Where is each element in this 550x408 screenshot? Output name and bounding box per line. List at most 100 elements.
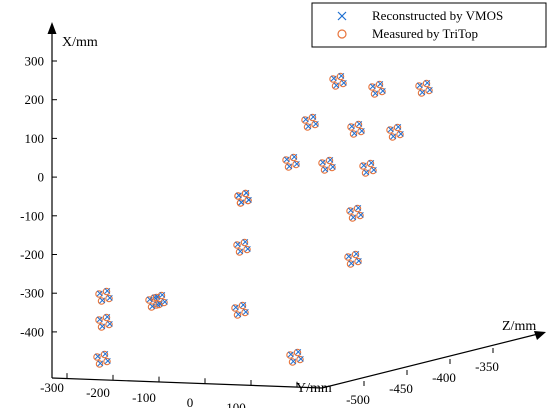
- reconstructed-point: [340, 79, 347, 86]
- reconstructed-point: [146, 296, 153, 303]
- reconstructed-point: [353, 250, 360, 257]
- reconstructed-point: [156, 300, 163, 307]
- z-axis-line: [321, 333, 539, 389]
- y-tick-label: -100: [132, 390, 156, 405]
- reconstructed-point: [416, 82, 423, 89]
- measured-point: [354, 257, 362, 266]
- x-tick-label: 0: [38, 170, 45, 185]
- reconstructed-point: [235, 192, 242, 199]
- measured-point: [293, 348, 302, 357]
- reconstructed-point: [330, 75, 337, 82]
- reconstructed-point: [104, 313, 111, 320]
- reconstructed-point: [319, 159, 326, 166]
- reconstructed-point: [104, 287, 111, 294]
- y-axis-line: [51, 377, 323, 389]
- measured-point: [422, 79, 431, 88]
- measured-point: [378, 87, 386, 96]
- reconstructed-point: [106, 294, 113, 301]
- reconstructed-point: [368, 159, 375, 166]
- legend-entry-reconstructed: Reconstructed by VMOS: [337, 8, 503, 23]
- cross-marker-icon: [337, 11, 347, 21]
- measured-point: [240, 238, 249, 247]
- measured-point: [284, 163, 293, 171]
- reconstructed-point: [290, 358, 297, 365]
- measured-point: [368, 83, 376, 91]
- reconstructed-point: [291, 153, 298, 160]
- reconstructed-point: [327, 156, 334, 163]
- y-axis-ticks: -300 -200 -100 0 100 200: [40, 373, 298, 408]
- measured-point: [231, 304, 239, 312]
- measured-point: [366, 159, 375, 168]
- reconstructed-point: [310, 113, 317, 120]
- reconstructed-point: [243, 189, 250, 196]
- measured-point: [155, 300, 163, 309]
- measured-point: [349, 130, 358, 138]
- point-cluster: [301, 113, 319, 131]
- reconstructed-point: [348, 260, 355, 267]
- measured-point: [320, 166, 329, 174]
- point-cluster: [344, 250, 362, 268]
- x-axis-title: X/mm: [62, 35, 98, 50]
- x-tick-label: 100: [25, 131, 45, 146]
- measured-point: [308, 113, 317, 122]
- reconstructed-point: [355, 257, 362, 264]
- measured-point: [286, 351, 294, 359]
- measured-point: [152, 293, 161, 302]
- reconstructed-point: [235, 311, 242, 318]
- measured-point: [95, 290, 103, 298]
- measured-point: [346, 207, 354, 215]
- measured-point: [289, 153, 298, 162]
- measured-point: [388, 133, 397, 141]
- measured-point: [97, 297, 106, 305]
- z-axis-arrow: [534, 331, 546, 340]
- point-cluster: [282, 153, 300, 171]
- reconstructed-point: [149, 303, 156, 310]
- reconstructed-point: [345, 253, 352, 260]
- measured-point: [105, 320, 113, 329]
- reconstructed-point: [338, 72, 345, 79]
- reconstructed-point: [363, 169, 370, 176]
- reconstructed-point: [232, 304, 239, 311]
- reconstructed-point: [245, 196, 252, 203]
- measured-point: [103, 357, 111, 366]
- reconstructed-point: [244, 245, 251, 252]
- y-tick-label: 100: [226, 400, 246, 408]
- reconstructed-point: [348, 123, 355, 130]
- measured-point: [105, 294, 113, 303]
- measured-point: [244, 196, 252, 205]
- measured-point: [95, 360, 104, 368]
- measured-point: [145, 296, 153, 304]
- measured-point: [351, 250, 360, 259]
- point-cluster: [234, 189, 252, 207]
- measured-point: [328, 163, 336, 172]
- reconstructed-point: [99, 323, 106, 330]
- reconstructed-point: [357, 211, 364, 218]
- measured-point: [238, 301, 247, 310]
- measured-point: [102, 287, 111, 296]
- measured-point: [353, 204, 362, 213]
- point-cluster: [386, 123, 404, 141]
- reconstructed-point: [387, 126, 394, 133]
- reconstructed-point: [161, 298, 168, 305]
- measured-point: [296, 355, 304, 364]
- y-tick-label: -200: [86, 385, 110, 400]
- reconstructed-point: [395, 123, 402, 130]
- measured-point: [97, 323, 106, 331]
- measured-point: [354, 120, 363, 129]
- reconstructed-point: [356, 120, 363, 127]
- reconstructed-point: [234, 241, 241, 248]
- measured-point: [100, 350, 109, 359]
- measured-point: [292, 160, 300, 169]
- reconstructed-point: [390, 133, 397, 140]
- reconstructed-point: [351, 130, 358, 137]
- measured-point: [318, 159, 326, 167]
- z-tick-label: -400: [432, 370, 456, 385]
- x-tick-label: -200: [20, 247, 44, 262]
- legend: Reconstructed by VMOS Measured by TriTop: [311, 2, 547, 48]
- measured-point: [346, 260, 355, 268]
- circle-marker-icon: [337, 29, 347, 39]
- reconstructed-point: [96, 290, 103, 297]
- reconstructed-point: [379, 87, 386, 94]
- reconstructed-point: [297, 355, 304, 362]
